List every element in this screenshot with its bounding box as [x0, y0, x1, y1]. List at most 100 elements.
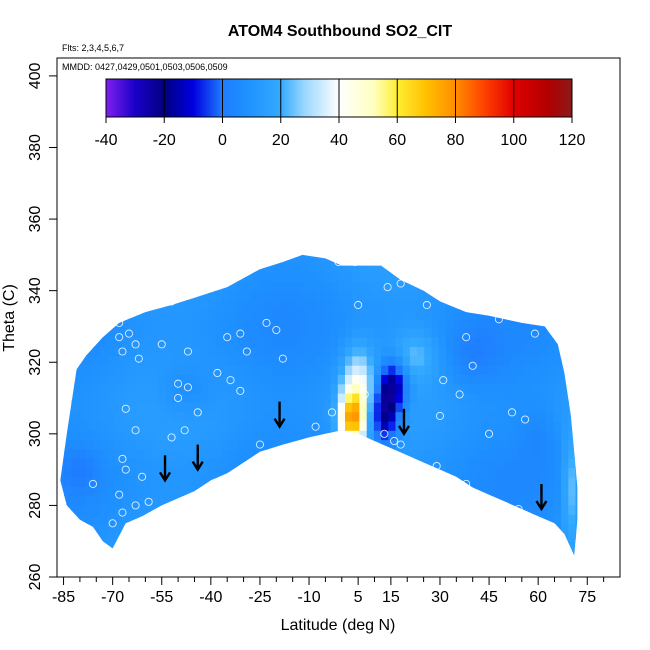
- heatmap-cell: [309, 383, 317, 394]
- heatmap-cell: [60, 430, 65, 441]
- heatmap-cell: [201, 551, 209, 556]
- colorbar-tick-label: 60: [388, 132, 406, 149]
- heatmap-cell: [121, 514, 130, 524]
- heatmap-cell: [431, 374, 440, 385]
- heatmap-cell: [373, 254, 382, 264]
- heatmap-cell: [410, 244, 418, 254]
- heatmap-cell: [208, 337, 216, 348]
- heatmap-cell: [402, 411, 411, 422]
- heatmap-cell: [229, 514, 238, 524]
- heatmap-cell: [402, 467, 411, 478]
- heatmap-cell: [258, 495, 267, 506]
- heatmap-cell: [157, 383, 166, 394]
- heatmap-cell: [294, 402, 303, 413]
- heatmap-cell: [532, 448, 541, 459]
- heatmap-cell: [345, 561, 353, 571]
- heatmap-cell: [244, 504, 252, 515]
- heatmap-cell: [273, 439, 281, 450]
- heatmap-cell: [309, 337, 317, 348]
- heatmap-cell: [547, 561, 555, 571]
- heatmap-cell: [60, 486, 65, 496]
- heatmap-cell: [366, 467, 375, 478]
- heatmap-cell: [64, 561, 72, 571]
- heatmap-cell: [71, 244, 79, 254]
- heatmap-cell: [517, 411, 526, 422]
- heatmap-cell: [186, 254, 195, 264]
- heatmap-cell: [287, 374, 296, 385]
- heatmap-cell: [381, 411, 389, 422]
- heatmap-cell: [583, 356, 591, 366]
- heatmap-cell: [496, 411, 505, 422]
- heatmap-cell: [431, 495, 440, 506]
- heatmap-cell: [504, 244, 512, 254]
- heatmap-cell: [244, 532, 252, 543]
- heatmap-cell: [352, 514, 360, 524]
- observation-point: [494, 315, 503, 324]
- heatmap-cell: [352, 318, 360, 329]
- heatmap-cell: [165, 365, 173, 375]
- heatmap-cell: [64, 290, 72, 301]
- heatmap-cell: [237, 523, 245, 534]
- heatmap-cell: [561, 327, 569, 338]
- heatmap-cell: [251, 272, 260, 282]
- heatmap-cell: [481, 532, 490, 543]
- heatmap-cell: [525, 244, 533, 254]
- heatmap-cell: [309, 309, 317, 320]
- heatmap-cell: [121, 439, 130, 450]
- heatmap-cell: [179, 402, 188, 413]
- heatmap-cell: [259, 244, 267, 254]
- heatmap-cell: [129, 402, 137, 413]
- heatmap-cell: [532, 346, 541, 357]
- heatmap-cell: [417, 272, 425, 282]
- heatmap-cell: [575, 504, 578, 515]
- heatmap-cell: [366, 430, 375, 441]
- heatmap-cell: [352, 383, 360, 394]
- heatmap-cell: [121, 374, 130, 385]
- heatmap-cell: [193, 541, 202, 552]
- heatmap-cell: [136, 448, 144, 459]
- heatmap-cell: [445, 402, 454, 413]
- heatmap-cell: [575, 532, 578, 543]
- heatmap-cell: [229, 254, 238, 264]
- heatmap-cell: [431, 383, 440, 394]
- heatmap-cell: [258, 365, 267, 375]
- heatmap-cell: [78, 541, 87, 552]
- heatmap-cell: [151, 244, 159, 254]
- heatmap-cell: [71, 495, 80, 506]
- heatmap-cell: [337, 393, 346, 403]
- heatmap-cell: [381, 430, 389, 441]
- heatmap-cell: [575, 411, 578, 422]
- heatmap-cell: [402, 327, 411, 338]
- heatmap-cell: [172, 318, 180, 329]
- heatmap-cell: [78, 346, 87, 357]
- heatmap-cell: [409, 486, 418, 496]
- heatmap-cell: [287, 458, 296, 469]
- heatmap-cell: [78, 383, 87, 394]
- heatmap-cell: [445, 514, 454, 524]
- heatmap-cell: [323, 541, 332, 552]
- heatmap-cell: [215, 300, 224, 310]
- heatmap-cell: [301, 486, 310, 496]
- heatmap-cell: [71, 346, 80, 357]
- observation-point: [193, 408, 202, 417]
- heatmap-cell: [424, 458, 433, 469]
- heatmap-cell: [172, 393, 180, 403]
- heatmap-cell: [208, 523, 216, 534]
- heatmap-cell: [287, 439, 296, 450]
- heatmap-cell: [172, 430, 180, 441]
- heatmap-cell: [525, 486, 533, 496]
- heatmap-cell: [265, 393, 274, 403]
- heatmap-cell: [481, 476, 490, 487]
- heatmap-cell: [517, 430, 526, 441]
- heatmap-cell: [474, 383, 483, 394]
- heatmap-cell: [460, 393, 469, 403]
- heatmap-cell: [251, 430, 260, 441]
- heatmap-cell: [388, 318, 397, 329]
- heatmap-cell: [337, 309, 346, 320]
- heatmap-cell: [251, 327, 260, 338]
- heatmap-cell: [417, 327, 425, 338]
- heatmap-cell: [316, 532, 324, 543]
- heatmap-cell: [222, 281, 231, 292]
- heatmap-cell: [121, 402, 130, 413]
- heatmap-cell: [481, 290, 490, 301]
